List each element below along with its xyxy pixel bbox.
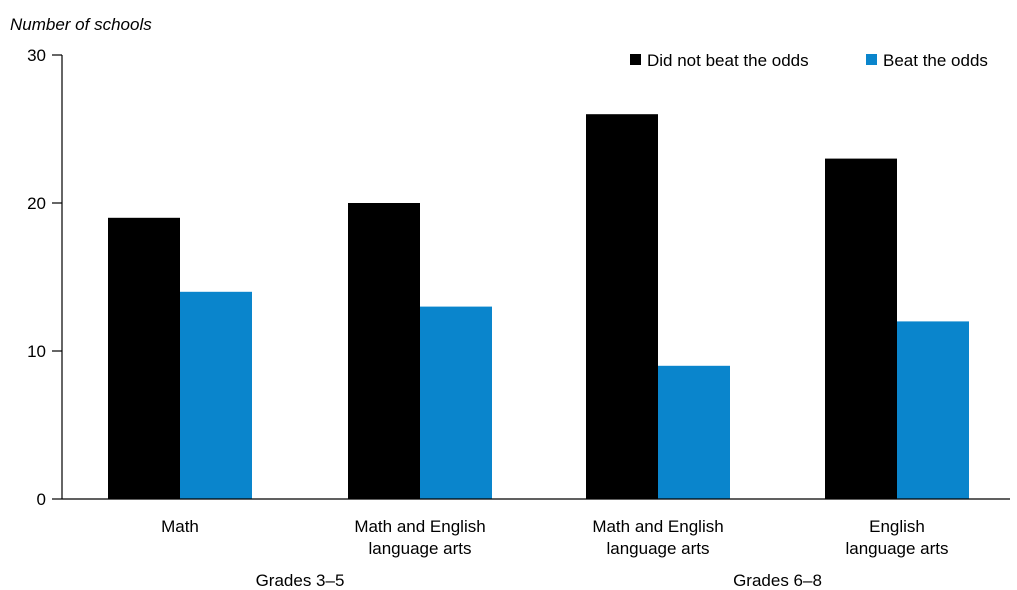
- y-axis-label: Number of schools: [10, 15, 152, 34]
- group-labels: Grades 3–5 Grades 6–8: [256, 571, 822, 590]
- category-labels: Math Math and English language arts Math an…: [161, 517, 948, 558]
- y-axis-ticks: 0 10 20 30: [27, 46, 62, 509]
- legend-label: Beat the odds: [883, 51, 988, 70]
- legend: Did not beat the odds Beat the odds: [630, 51, 988, 70]
- category-label: language arts: [368, 539, 471, 558]
- category-label: language arts: [606, 539, 709, 558]
- bar: [108, 217, 180, 500]
- bar: [897, 321, 969, 499]
- y-tick-label: 10: [27, 342, 46, 361]
- category-label: Math: [161, 517, 199, 536]
- category-label: Math and English: [354, 517, 485, 536]
- bar: [180, 291, 252, 499]
- bar: [420, 306, 492, 499]
- bar: [586, 114, 658, 499]
- legend-swatch: [630, 54, 641, 65]
- legend-label: Did not beat the odds: [647, 51, 809, 70]
- y-tick-label: 20: [27, 194, 46, 213]
- category-label: language arts: [845, 539, 948, 558]
- category-label: English: [869, 517, 925, 536]
- legend-swatch: [866, 54, 877, 65]
- bar: [348, 203, 420, 499]
- bar: [658, 365, 730, 499]
- bars: [108, 114, 969, 500]
- y-tick-label: 0: [37, 490, 46, 509]
- group-label: Grades 3–5: [256, 571, 345, 590]
- group-label: Grades 6–8: [733, 571, 822, 590]
- category-label: Math and English: [592, 517, 723, 536]
- y-tick-label: 30: [27, 46, 46, 65]
- bar: [825, 158, 897, 499]
